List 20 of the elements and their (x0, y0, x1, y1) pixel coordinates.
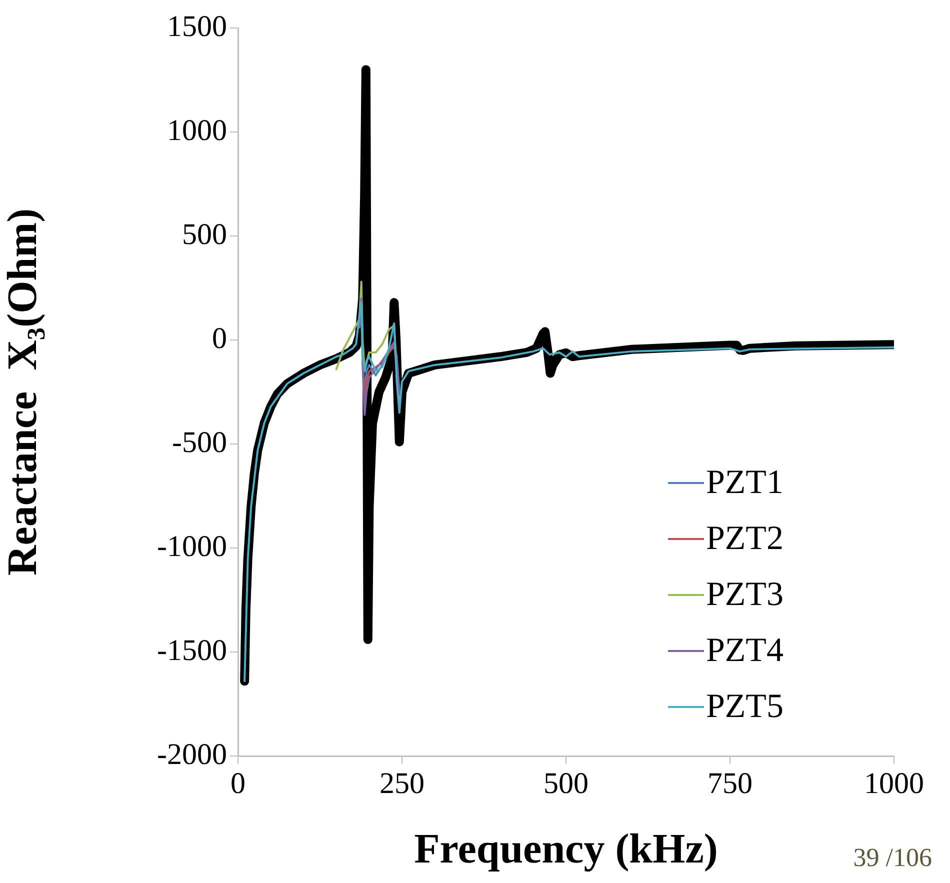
y-tick-label: -2000 (157, 738, 227, 771)
legend-label: PZT4 (706, 632, 784, 670)
x-tick-label: 1000 (864, 766, 924, 800)
x-tick-label: 500 (544, 766, 588, 800)
y-tick-label: 500 (182, 218, 227, 251)
y-tick-label: 0 (212, 322, 227, 355)
legend-label: PZT2 (706, 520, 784, 558)
y-tick-label: -500 (172, 426, 227, 459)
y-tick-label: -1000 (157, 530, 227, 563)
x-axis-title: Frequency (kHz) (414, 826, 718, 873)
y-axis-title: Reactance X₃(Ohm) (0, 208, 46, 576)
legend-label: PZT1 (706, 464, 784, 502)
text: 39 /106 (853, 843, 932, 873)
y-tick-label: 1500 (167, 10, 227, 43)
x-tick-label: 250 (380, 766, 424, 800)
y-tick-label: 1000 (167, 114, 227, 147)
y-tick-label: -1500 (157, 634, 227, 667)
legend-label: PZT5 (706, 688, 784, 726)
legend-label: PZT3 (706, 576, 784, 614)
x-tick-label: 750 (708, 766, 752, 800)
